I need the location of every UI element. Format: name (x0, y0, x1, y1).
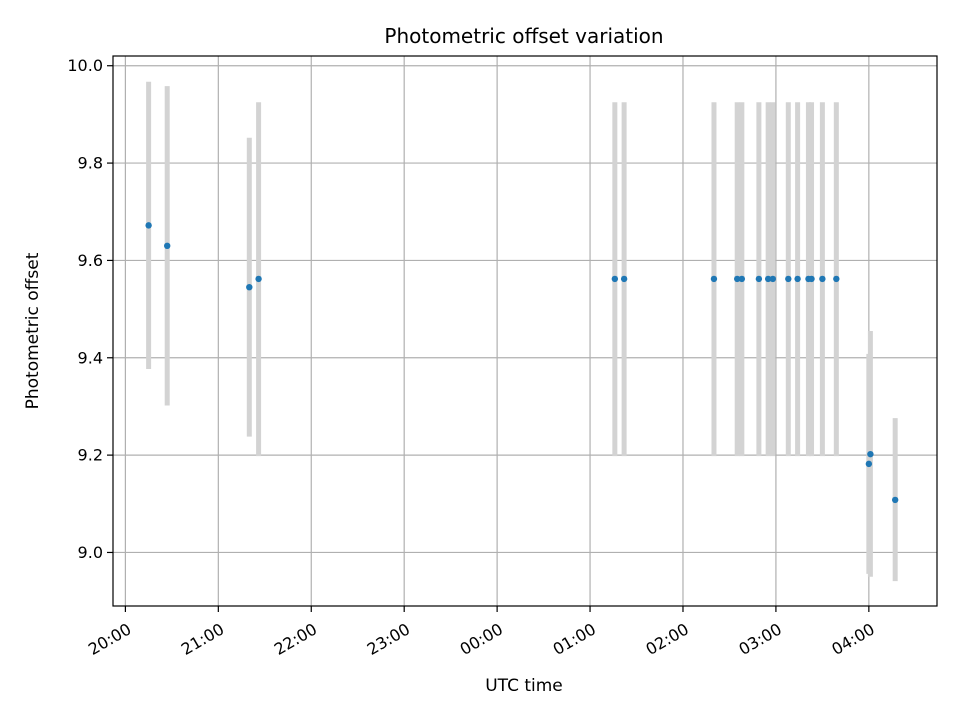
data-point (891, 496, 899, 504)
data-point (769, 275, 777, 283)
data-point (738, 275, 746, 283)
y-tick-label: 9.0 (78, 543, 103, 562)
y-axis-title: Photometric offset (23, 252, 43, 409)
data-point (808, 275, 815, 283)
y-tick-label: 9.8 (78, 154, 103, 173)
data-point (611, 275, 619, 283)
data-point (733, 275, 741, 283)
data-point (164, 242, 171, 250)
data-point (145, 222, 152, 229)
data-point (255, 275, 262, 283)
data-point (833, 275, 840, 283)
x-axis-title: UTC time (485, 676, 563, 696)
data-point (620, 275, 628, 283)
chart-title: Photometric offset variation (384, 24, 663, 48)
y-tick-label: 9.6 (78, 251, 103, 270)
data-point (785, 275, 792, 283)
data-point (710, 275, 718, 283)
y-tick-label: 9.2 (78, 446, 103, 465)
data-point (246, 283, 253, 291)
data-point (764, 275, 772, 283)
plot-frame (112, 55, 938, 607)
y-tick-label: 10.0 (67, 56, 103, 75)
y-tick-label: 9.4 (78, 348, 103, 367)
data-point (865, 460, 873, 468)
data-point (819, 275, 826, 283)
data-point (755, 275, 763, 283)
data-points (145, 222, 899, 504)
data-point (867, 450, 874, 458)
data-point (794, 275, 801, 283)
y-axis-ticks: 9.0 9.2 9.4 9.6 9.8 10.0 (67, 56, 113, 562)
